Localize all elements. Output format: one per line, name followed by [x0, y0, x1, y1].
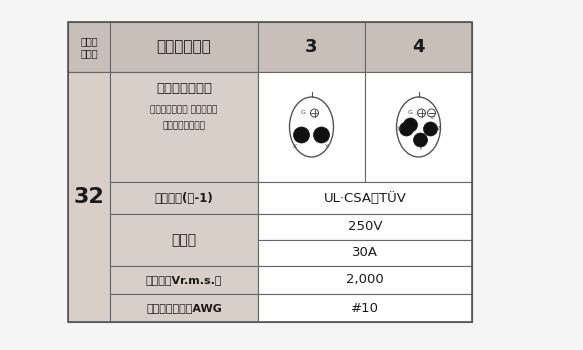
- Text: Y: Y: [419, 147, 423, 152]
- Text: G: G: [301, 111, 306, 116]
- Bar: [68, 72, 110, 322]
- Bar: [365, 22, 472, 72]
- Text: 4: 4: [412, 38, 425, 56]
- Text: 3: 3: [305, 38, 318, 56]
- Bar: [258, 72, 365, 182]
- Text: コンタクト配列: コンタクト配列: [156, 83, 212, 96]
- Bar: [110, 266, 258, 294]
- Circle shape: [413, 133, 427, 147]
- Bar: [110, 294, 258, 322]
- Ellipse shape: [290, 97, 333, 157]
- Bar: [110, 22, 258, 72]
- Text: 結合面から見て＞: 結合面から見て＞: [163, 121, 205, 130]
- Text: #10: #10: [351, 301, 379, 315]
- Circle shape: [399, 122, 413, 136]
- Circle shape: [293, 127, 310, 143]
- Text: 海外規格(注-1): 海外規格(注-1): [154, 191, 213, 204]
- Text: 32: 32: [73, 187, 104, 207]
- Bar: [258, 266, 472, 294]
- Text: X: X: [293, 144, 297, 148]
- Text: G: G: [408, 111, 413, 116]
- Bar: [68, 22, 472, 322]
- Bar: [110, 182, 258, 214]
- Bar: [258, 182, 472, 214]
- Text: コンタクト数: コンタクト数: [157, 40, 212, 55]
- Circle shape: [314, 127, 329, 143]
- Text: X: X: [396, 126, 401, 132]
- Text: 電線導体断面穌AWG: 電線導体断面穌AWG: [146, 303, 222, 313]
- Text: 2,000: 2,000: [346, 273, 384, 287]
- Bar: [258, 294, 472, 322]
- Bar: [258, 22, 365, 72]
- Circle shape: [423, 122, 437, 136]
- Text: 30A: 30A: [352, 246, 378, 259]
- Text: ＜ピン（オス） コンタクト: ＜ピン（オス） コンタクト: [150, 105, 217, 114]
- Bar: [110, 72, 258, 182]
- Text: UL·CSA，TÜV: UL·CSA，TÜV: [324, 191, 406, 204]
- Text: シェル
サイズ: シェル サイズ: [80, 36, 98, 58]
- Text: 250V: 250V: [347, 220, 382, 233]
- Bar: [258, 214, 472, 240]
- Circle shape: [427, 109, 436, 117]
- Bar: [365, 72, 472, 182]
- Circle shape: [403, 118, 417, 132]
- Text: 定　格: 定 格: [171, 233, 196, 247]
- Bar: [110, 214, 258, 266]
- Ellipse shape: [396, 97, 441, 157]
- Text: Z: Z: [436, 126, 441, 132]
- Bar: [258, 240, 472, 266]
- Bar: [68, 22, 110, 72]
- Circle shape: [311, 109, 318, 117]
- Text: Y: Y: [325, 144, 328, 148]
- Text: 耐電圧（Vr.m.s.）: 耐電圧（Vr.m.s.）: [146, 275, 222, 285]
- Circle shape: [417, 109, 426, 117]
